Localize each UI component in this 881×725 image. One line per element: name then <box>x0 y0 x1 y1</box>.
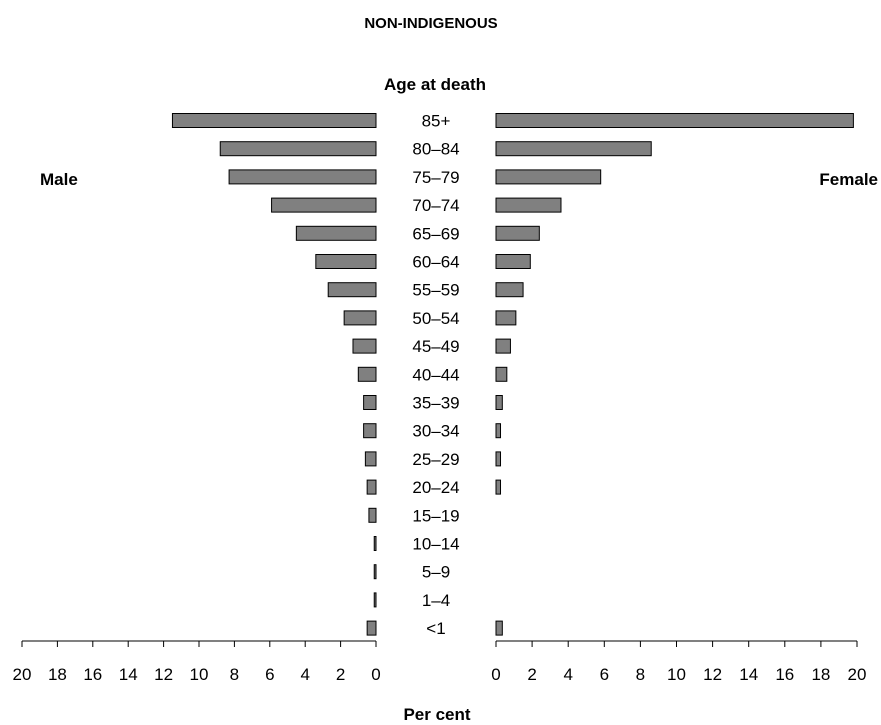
bar-female-18 <box>495 620 503 636</box>
bar-female-10 <box>495 395 503 410</box>
bar-male-12 <box>364 451 377 467</box>
bar-female-11 <box>495 423 502 439</box>
category-label-7: 50–54 <box>412 309 459 328</box>
category-label-2: 75–79 <box>412 168 459 187</box>
bar-male-4 <box>295 225 377 241</box>
bar-male-15 <box>373 536 377 551</box>
category-label-5: 60–64 <box>412 253 459 272</box>
bar-male-11 <box>363 423 377 439</box>
male-tick-label-0: 0 <box>371 665 380 684</box>
bar-female-13 <box>495 479 502 495</box>
bar-male-8 <box>352 338 377 354</box>
bar-male-18 <box>366 620 377 636</box>
female-tick-label-9: 18 <box>811 665 830 684</box>
male-tick-label-6: 12 <box>154 665 173 684</box>
category-label-14: 15–19 <box>412 506 459 525</box>
bar-female-5 <box>495 254 531 269</box>
bars-group <box>171 113 854 636</box>
bar-female-8 <box>495 338 511 354</box>
bar-female-4 <box>495 225 540 241</box>
category-labels-group: 85+ 80–84 75–79 70–74 65–69 60–64 55–59 50–54 45… <box>412 112 459 639</box>
bar-female-12 <box>495 451 502 467</box>
bar-male-17 <box>373 592 377 608</box>
male-tick-label-9: 18 <box>48 665 67 684</box>
bar-female-7 <box>495 310 517 326</box>
bar-male-14 <box>368 507 377 523</box>
male-tick-label-10: 20 <box>13 665 32 684</box>
category-label-9: 40–44 <box>412 365 459 384</box>
female-tick-label-5: 10 <box>667 665 686 684</box>
bar-female-1 <box>495 141 652 157</box>
bar-male-9 <box>357 366 377 382</box>
male-tick-label-2: 4 <box>300 665 309 684</box>
chart-title: NON-INDIGENOUS <box>364 15 497 32</box>
x-axis-label: Per cent <box>403 705 470 724</box>
category-label-11: 30–34 <box>412 422 459 441</box>
female-tick-label-1: 2 <box>527 665 536 684</box>
male-side-label: Male <box>40 170 78 189</box>
male-tick-label-3: 6 <box>265 665 274 684</box>
bar-male-2 <box>228 169 377 185</box>
bar-male-6 <box>327 282 377 298</box>
male-tick-label-5: 10 <box>190 665 209 684</box>
category-label-15: 10–14 <box>412 535 459 554</box>
bar-male-5 <box>315 254 377 269</box>
bar-male-7 <box>343 310 377 326</box>
category-label-10: 35–39 <box>412 394 459 413</box>
category-label-12: 25–29 <box>412 450 459 469</box>
category-label-17: 1–4 <box>422 591 450 610</box>
category-label-18: <1 <box>426 619 445 638</box>
bar-female-3 <box>495 197 562 213</box>
bar-female-6 <box>495 282 524 298</box>
female-tick-label-4: 8 <box>636 665 645 684</box>
female-tick-label-3: 6 <box>600 665 609 684</box>
female-tick-label-10: 20 <box>848 665 867 684</box>
category-label-4: 65–69 <box>412 224 459 243</box>
male-tick-label-4: 8 <box>230 665 239 684</box>
axes-group: 0 0 2 2 4 4 6 6 8 8 10 10 12 12 14 14 16 16 18 18 20 20 <box>13 640 867 684</box>
category-label-1: 80–84 <box>412 140 459 159</box>
bar-male-0 <box>171 113 377 128</box>
female-tick-label-2: 4 <box>563 665 572 684</box>
category-label-0: 85+ <box>422 112 451 131</box>
bar-female-0 <box>495 113 854 128</box>
male-tick-label-7: 14 <box>119 665 138 684</box>
female-tick-label-0: 0 <box>491 665 500 684</box>
bar-male-10 <box>363 395 377 410</box>
female-tick-label-8: 16 <box>775 665 794 684</box>
female-tick-label-7: 14 <box>739 665 758 684</box>
category-label-6: 55–59 <box>412 281 459 300</box>
bar-male-1 <box>219 141 377 157</box>
bar-male-3 <box>271 197 377 213</box>
category-label-16: 5–9 <box>422 563 450 582</box>
category-label-8: 45–49 <box>412 337 459 356</box>
category-label-13: 20–24 <box>412 478 459 497</box>
female-tick-label-6: 12 <box>703 665 722 684</box>
category-label-3: 70–74 <box>412 196 459 215</box>
category-axis-label: Age at death <box>384 75 486 94</box>
male-tick-label-8: 16 <box>83 665 102 684</box>
bar-female-2 <box>495 169 602 185</box>
bar-female-9 <box>495 366 508 382</box>
bar-male-16 <box>373 564 377 580</box>
bar-male-13 <box>366 479 377 495</box>
male-tick-label-1: 2 <box>336 665 345 684</box>
female-side-label: Female <box>819 170 878 189</box>
